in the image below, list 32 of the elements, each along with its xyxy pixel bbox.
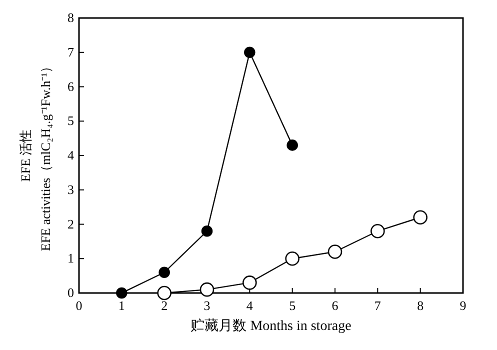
x-tick-label: 6 bbox=[332, 298, 339, 313]
y-axis-title: EFE 活性 EFE activities（mlC₂H₄.g⁻¹Fw.h⁻¹） bbox=[18, 60, 53, 252]
y-tick-label: 4 bbox=[68, 148, 74, 162]
point bbox=[242, 276, 257, 290]
point bbox=[116, 287, 128, 299]
point bbox=[157, 286, 172, 300]
point bbox=[370, 224, 385, 238]
y-tick-label: 3 bbox=[68, 182, 74, 197]
x-tick-label: 1 bbox=[118, 298, 125, 313]
y-tick-label: 2 bbox=[68, 216, 74, 232]
y-tick-label: 8 bbox=[68, 10, 74, 25]
point bbox=[158, 266, 170, 278]
point bbox=[285, 251, 300, 266]
point bbox=[286, 140, 298, 151]
point bbox=[244, 46, 256, 58]
point bbox=[328, 244, 342, 259]
y-tick-label: 7 bbox=[68, 44, 74, 60]
x-tick-label: 9 bbox=[460, 298, 466, 313]
y-tick-label: 5 bbox=[68, 113, 74, 128]
x-tick-label: 7 bbox=[374, 298, 382, 313]
point bbox=[201, 225, 213, 237]
point bbox=[413, 210, 428, 225]
y-tick-label: 0 bbox=[68, 285, 74, 300]
x-tick-label: 4 bbox=[246, 298, 254, 313]
x-tick-label: 8 bbox=[417, 298, 424, 313]
x-tick-label: 5 bbox=[289, 298, 296, 313]
y-tick-label: 6 bbox=[68, 78, 74, 94]
x-tick-label: 3 bbox=[204, 298, 210, 313]
x-tick-label: 2 bbox=[161, 298, 168, 313]
point bbox=[200, 282, 214, 297]
y-tick-label: 1 bbox=[68, 250, 74, 266]
x-axis-title: 贮藏月数 Months in storage bbox=[190, 318, 352, 334]
